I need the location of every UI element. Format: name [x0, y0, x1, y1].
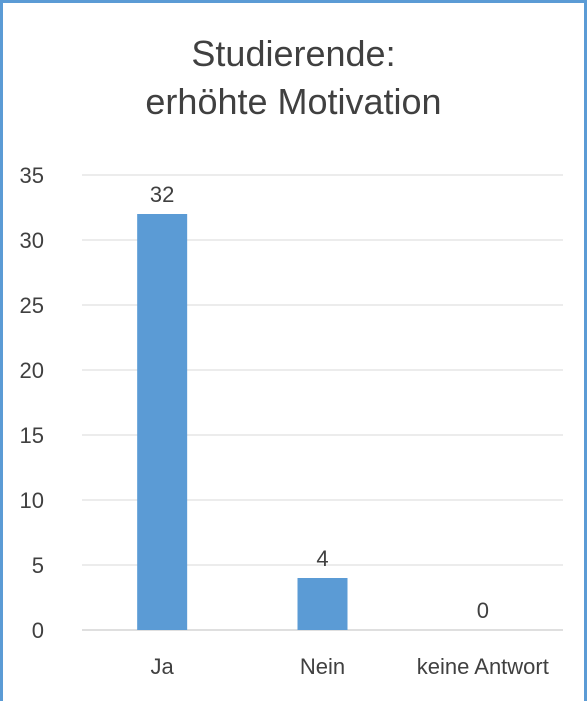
x-tick-label: Ja: [151, 654, 175, 679]
bar: [137, 214, 188, 630]
chart-title-line-2: erhöhte Motivation: [145, 81, 442, 122]
y-tick-label: 25: [20, 293, 44, 318]
y-tick-label: 20: [20, 358, 44, 383]
y-tick-label: 30: [20, 228, 44, 253]
y-tick-label: 5: [32, 553, 44, 578]
x-tick-label: Nein: [300, 654, 345, 679]
chart-title-line-1: Studierende:: [191, 33, 396, 74]
y-tick-label: 0: [32, 618, 44, 643]
bar: [297, 578, 348, 630]
y-tick-label: 10: [20, 488, 44, 513]
y-tick-label: 15: [20, 423, 44, 448]
data-label: 0: [477, 598, 489, 623]
data-label: 4: [316, 546, 328, 571]
chart-title: Studierende: erhöhte Motivation: [0, 30, 587, 126]
data-label: 32: [150, 182, 174, 207]
y-tick-label: 35: [20, 163, 44, 188]
x-tick-label: keine Antwort: [417, 654, 549, 679]
